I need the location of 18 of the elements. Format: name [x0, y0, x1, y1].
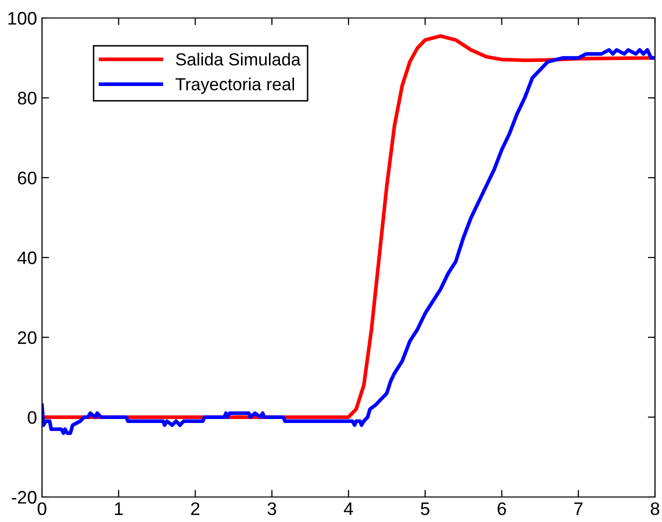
y-tick-label: 0	[28, 411, 36, 424]
legend-label: Trayectoria real	[176, 78, 294, 94]
x-tick-label: 2	[191, 502, 200, 515]
x-tick-label: 0	[38, 502, 46, 516]
y-tick-label: 20	[18, 331, 36, 344]
y-tick-label: 80	[18, 92, 36, 105]
y-tick-label: 100	[8, 12, 36, 25]
legend-label: Salida Simulada	[176, 52, 301, 66]
x-tick-label: 5	[420, 502, 430, 516]
x-tick-label: 8	[650, 502, 660, 516]
x-tick-label: 6	[498, 502, 506, 516]
x-tick-label: 7	[574, 502, 582, 515]
y-tick-label: -20	[12, 490, 36, 504]
x-tick-label: 3	[268, 502, 276, 516]
y-tick-label: 60	[18, 172, 36, 184]
x-tick-label: 1	[114, 502, 123, 515]
y-tick-label: 40	[17, 251, 36, 264]
x-tick-label: 4	[344, 502, 353, 515]
